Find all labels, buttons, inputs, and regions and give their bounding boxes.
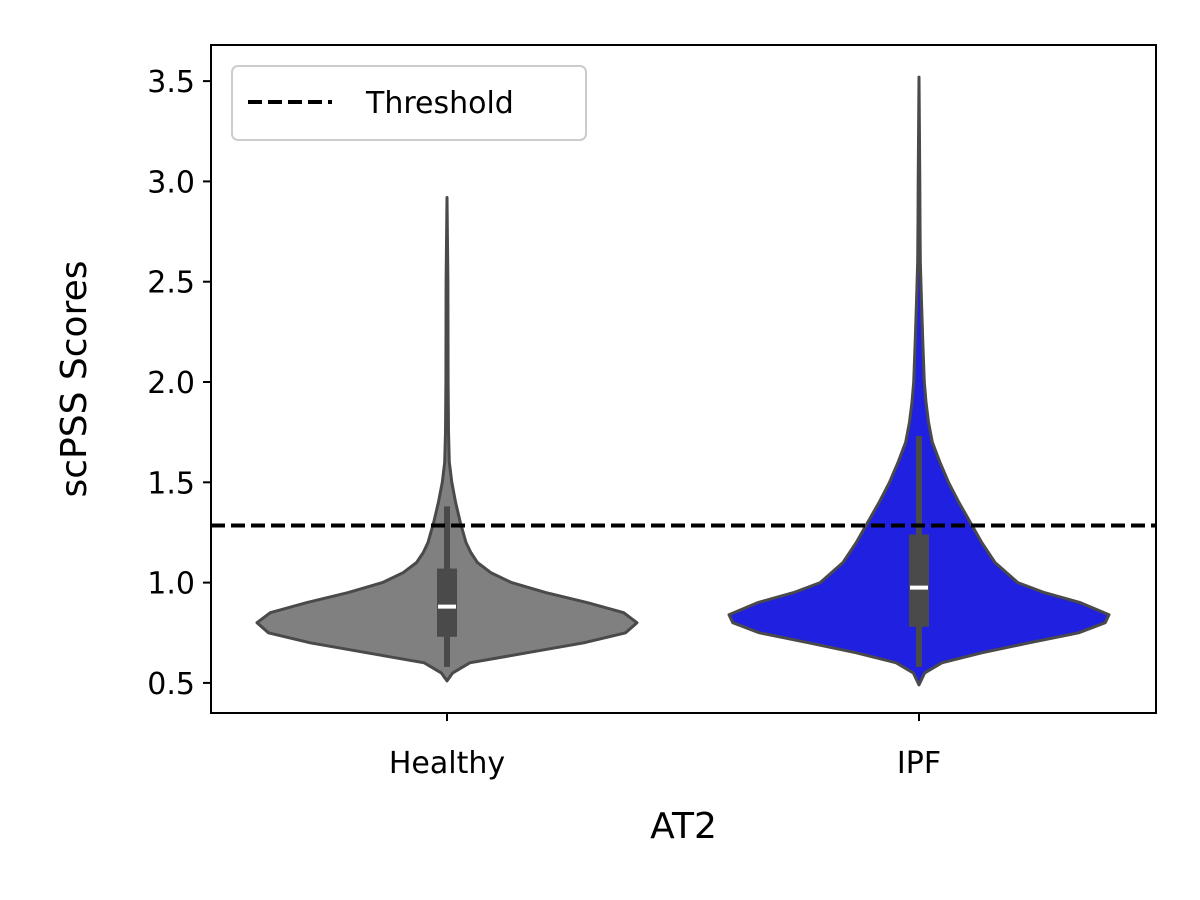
- y-tick-label: 0.5: [147, 667, 195, 702]
- x-tick-label-ipf: IPF: [897, 746, 941, 781]
- y-tick-label: 1.5: [147, 466, 195, 501]
- y-tick-label: 3.0: [147, 165, 195, 200]
- x-tick-label-healthy: Healthy: [389, 746, 505, 781]
- legend: Threshold: [231, 65, 587, 141]
- y-tick-label: 3.5: [147, 65, 195, 100]
- legend-threshold-label: Threshold: [365, 86, 514, 121]
- violin-ipf: [727, 75, 1111, 687]
- violin-healthy: [255, 196, 639, 683]
- x-axis-title: AT2: [650, 806, 717, 847]
- iqr-box-healthy: [437, 568, 457, 637]
- plot-frame: [210, 44, 1157, 714]
- violins-layer: [255, 75, 1111, 687]
- iqr-box-ipf: [909, 534, 929, 627]
- y-tick-label: 2.0: [147, 366, 195, 401]
- y-axis: 0.5 1.0 1.5 2.0 2.5 3.0 3.5: [147, 65, 211, 702]
- y-tick-label: 2.5: [147, 266, 195, 301]
- y-axis-title: scPSS Scores: [54, 261, 95, 498]
- x-axis: Healthy IPF: [389, 713, 941, 781]
- y-tick-label: 1.0: [147, 567, 195, 602]
- legend-box: [231, 65, 587, 141]
